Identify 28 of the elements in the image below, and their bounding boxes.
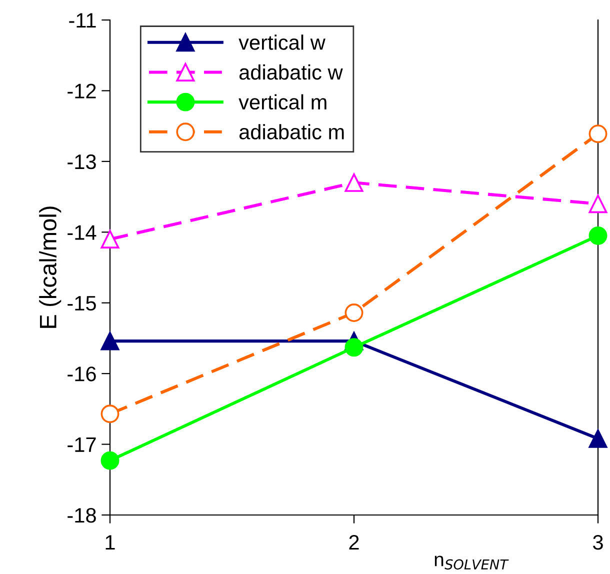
legend-label: adiabatic w [239, 64, 343, 80]
point [100, 230, 120, 248]
point [344, 304, 364, 322]
point [588, 226, 608, 245]
point [344, 173, 364, 192]
y-tick-label: -12 [68, 84, 96, 98]
point [344, 338, 364, 357]
y-tick-label: -11 [69, 13, 96, 28]
x-tick-label: 1 [106, 535, 115, 550]
point [100, 332, 120, 350]
y-axis-title: E (kcal/mol) [39, 206, 62, 328]
y-tick-label: -16 [68, 366, 96, 382]
x-axis-title: n$_{SOLVENT}$ [434, 556, 509, 570]
x-tick-label: 3 [593, 534, 603, 550]
y-tick-label: -18 [68, 508, 96, 523]
y-tick-label: -15 [68, 296, 96, 311]
x-tick-label: 2 [349, 534, 359, 550]
legend-label: adiabatic m [239, 124, 344, 140]
point [588, 429, 608, 448]
point [588, 124, 608, 144]
legend-label: vertical m [238, 94, 326, 110]
legend-label: vertical w [238, 34, 326, 50]
y-tick-label: -14 [68, 225, 96, 240]
point [100, 404, 120, 424]
point [100, 451, 120, 470]
y-tick-label: -13 [68, 154, 96, 170]
y-tick-label: -17 [68, 438, 96, 452]
point [588, 194, 608, 214]
